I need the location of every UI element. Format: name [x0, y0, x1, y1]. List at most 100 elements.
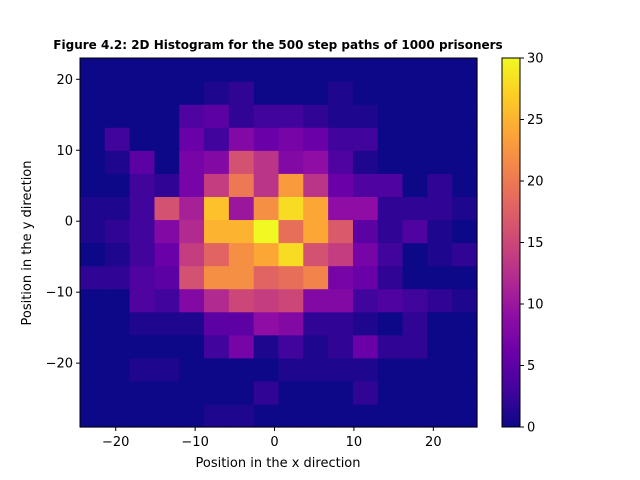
heatmap-cell [377, 334, 404, 359]
heatmap-cell [402, 219, 428, 244]
heatmap-cell [129, 403, 156, 428]
heatmap-cell [328, 265, 354, 290]
heatmap-cell [452, 242, 478, 267]
heatmap-cell [129, 311, 156, 336]
heatmap-cell [228, 265, 255, 290]
heatmap-cell [80, 334, 106, 359]
heatmap-cell [452, 311, 478, 336]
colorbar-ticks: 0 5 10 15 20 25 30 [520, 52, 544, 436]
colorbar [502, 58, 520, 427]
heatmap-cell [402, 127, 428, 151]
heatmap-cell [204, 81, 230, 105]
heatmap-cell [377, 196, 404, 221]
heatmap-cell [253, 58, 280, 82]
heatmap-cell [154, 219, 180, 244]
heatmap-cell [228, 219, 255, 244]
heatmap-cell [80, 104, 106, 128]
heatmap-cell [452, 58, 478, 82]
heatmap-cell [377, 58, 404, 82]
heatmap-cell [204, 311, 230, 336]
heatmap-cell [104, 219, 131, 244]
heatmap-cell [303, 334, 329, 359]
heatmap-cell [204, 357, 230, 382]
heatmap-cell [278, 127, 304, 151]
heatmap-cell [278, 265, 304, 290]
heatmap-cell [104, 311, 131, 336]
y-tick-label: −20 [46, 357, 73, 372]
heatmap-cell [129, 58, 156, 82]
heatmap-cell [303, 196, 329, 221]
heatmap-cell [352, 219, 379, 244]
heatmap-cell [228, 311, 255, 336]
heatmap-cell [80, 311, 106, 336]
heatmap-cell [154, 311, 180, 336]
heatmap-cell [253, 288, 280, 313]
heatmap-cell [179, 403, 205, 428]
heatmap-cell [129, 219, 156, 244]
heatmap-cell [129, 150, 156, 174]
heatmap-cell [253, 104, 280, 128]
heatmap-cell [278, 173, 304, 197]
heatmap-cell [402, 380, 428, 405]
heatmap-cell [427, 219, 453, 244]
colorbar-tick-label: 10 [527, 298, 544, 313]
heatmap-cell [303, 242, 329, 267]
heatmap-cell [328, 58, 354, 82]
heatmap-cell [204, 334, 230, 359]
heatmap-cell [104, 150, 131, 174]
heatmap-cell [204, 403, 230, 428]
heatmap-cell [129, 380, 156, 405]
heatmap-cell [253, 380, 280, 405]
heatmap-cell [253, 265, 280, 290]
heatmap-cell [427, 357, 453, 382]
heatmap-cell [204, 150, 230, 174]
heatmap-cell [104, 288, 131, 313]
heatmap-cell [278, 196, 304, 221]
heatmap-cell [129, 81, 156, 105]
heatmap-cell [80, 58, 106, 82]
heatmap-cell [377, 150, 404, 174]
heatmap-cell [452, 357, 478, 382]
heatmap-cell [80, 380, 106, 405]
heatmap-cell [179, 196, 205, 221]
heatmap-cell [303, 81, 329, 105]
heatmap-cell [179, 127, 205, 151]
heatmap-cell [402, 288, 428, 313]
heatmap-cell [402, 173, 428, 197]
heatmap-cell [179, 173, 205, 197]
heatmap-cell [253, 127, 280, 151]
heatmap-cell [427, 311, 453, 336]
heatmap-cell [427, 380, 453, 405]
heatmap-cell [179, 311, 205, 336]
heatmap-cell [204, 219, 230, 244]
x-tick-label: 0 [270, 435, 278, 450]
heatmap-cell [228, 104, 255, 128]
colorbar-tick-label: 30 [527, 52, 544, 67]
heatmap-cell [129, 127, 156, 151]
heatmap-cell [427, 334, 453, 359]
heatmap-cell [452, 104, 478, 128]
heatmap-cell [104, 334, 131, 359]
heatmap-cell [204, 288, 230, 313]
heatmap-cell [228, 334, 255, 359]
heatmap-cell [452, 81, 478, 105]
heatmap-cell [278, 81, 304, 105]
heatmap-cell [328, 150, 354, 174]
heatmap-cell [104, 242, 131, 267]
heatmap-cell [427, 196, 453, 221]
heatmap-cell [204, 173, 230, 197]
heatmap-cell [328, 242, 354, 267]
heatmap-cell [154, 334, 180, 359]
heatmap-cell [303, 288, 329, 313]
x-axis-ticks: −20 −10 0 10 20 [102, 427, 442, 450]
heatmap-cell [427, 288, 453, 313]
heatmap-cell [204, 265, 230, 290]
heatmap-cell [452, 219, 478, 244]
heatmap-cell [104, 380, 131, 405]
heatmap-cell [80, 196, 106, 221]
heatmap-cell [204, 58, 230, 82]
heatmap-cell [179, 357, 205, 382]
heatmap-cell [278, 242, 304, 267]
heatmap-cell [377, 357, 404, 382]
heatmap-cell [328, 334, 354, 359]
